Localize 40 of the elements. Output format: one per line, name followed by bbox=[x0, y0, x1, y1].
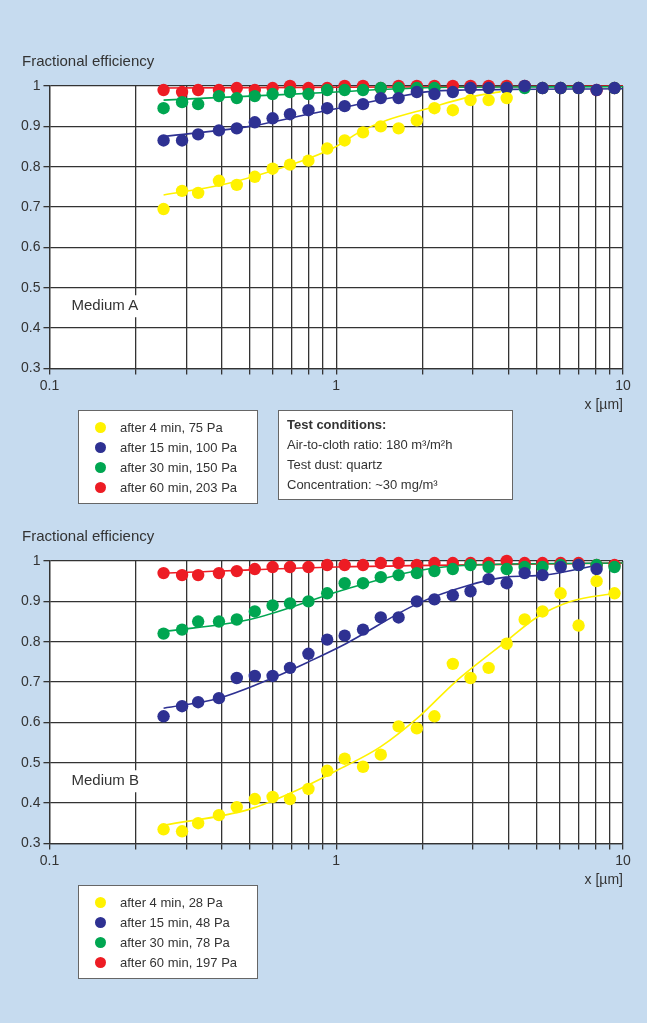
y-tick-label: 0.4 bbox=[20, 793, 41, 810]
y-tick-label: 0.9 bbox=[20, 592, 41, 609]
text: Concentration: ~30 mg/m³ bbox=[287, 476, 439, 494]
y-tick-label: 0.7 bbox=[20, 197, 41, 214]
text: Air-to-cloth ratio: 180 m³/m²h bbox=[287, 436, 454, 454]
x-axis-title: x [µm] bbox=[584, 871, 623, 888]
legend-label: after 4 min, 28 Pa bbox=[120, 894, 223, 910]
legend-label: after 15 min, 100 Pa bbox=[120, 439, 238, 455]
y-tick-label: 0.8 bbox=[20, 157, 41, 174]
y-tick-label: 1 bbox=[32, 551, 41, 568]
legend-label: after 60 min, 197 Pa bbox=[120, 954, 238, 970]
annotation: Medium A bbox=[71, 296, 139, 314]
y-tick-label: 0.5 bbox=[20, 753, 41, 770]
y-tick-label: 0.6 bbox=[20, 238, 41, 255]
x-tick-label: 10 bbox=[615, 376, 631, 393]
text: Test conditions: bbox=[287, 416, 388, 434]
legend-label: after 30 min, 150 Pa bbox=[120, 459, 238, 475]
x-tick-label: 1 bbox=[332, 376, 341, 393]
y-tick-label: 0.3 bbox=[20, 834, 41, 851]
y-tick-label: 0.7 bbox=[20, 672, 41, 689]
x-tick-label: 0.1 bbox=[39, 376, 60, 393]
y-tick-label: 0.4 bbox=[20, 318, 41, 335]
x-axis-title: x [µm] bbox=[584, 396, 623, 413]
y-axis-title: Fractional efficiency bbox=[22, 527, 155, 544]
y-tick-label: 0.5 bbox=[20, 278, 41, 295]
y-axis-title: Fractional efficiency bbox=[22, 52, 155, 69]
legend-label: after 15 min, 48 Pa bbox=[120, 914, 230, 930]
x-tick-label: 10 bbox=[615, 851, 631, 868]
legend-label: after 30 min, 78 Pa bbox=[120, 934, 230, 950]
y-tick-label: 0.8 bbox=[20, 632, 41, 649]
legend-label: after 60 min, 203 Pa bbox=[120, 479, 238, 495]
y-tick-label: 0.3 bbox=[20, 359, 41, 376]
y-tick-label: 0.6 bbox=[20, 713, 41, 730]
annotation: Medium B bbox=[71, 771, 139, 789]
y-tick-label: 1 bbox=[32, 76, 41, 93]
text: Test dust: quartz bbox=[287, 456, 384, 474]
x-tick-label: 1 bbox=[332, 851, 341, 868]
y-tick-label: 0.9 bbox=[20, 117, 41, 134]
legend-label: after 4 min, 75 Pa bbox=[120, 419, 223, 435]
x-tick-label: 0.1 bbox=[39, 851, 60, 868]
